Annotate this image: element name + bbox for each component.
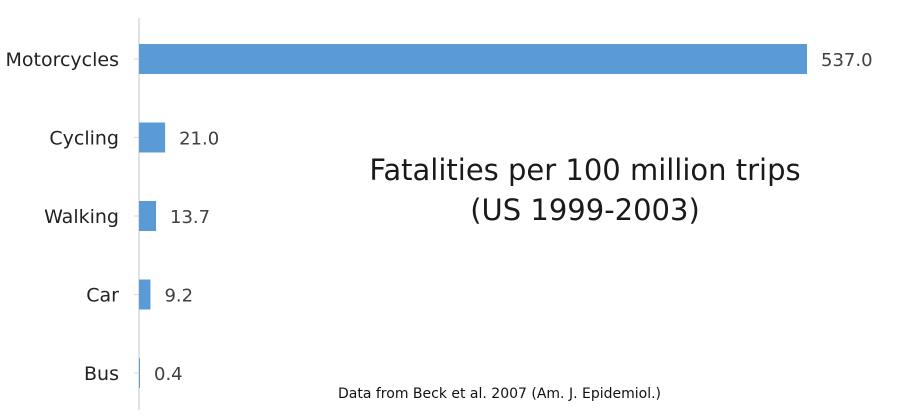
category-label-motorcycles: Motorcycles xyxy=(6,49,120,71)
value-label-walking: 13.7 xyxy=(170,207,210,228)
bar-bus xyxy=(139,358,140,388)
category-label-cycling: Cycling xyxy=(49,128,119,150)
value-label-bus: 0.4 xyxy=(154,364,183,385)
value-label-cycling: 21.0 xyxy=(179,129,219,150)
bar-car xyxy=(139,279,151,310)
category-label-bus: Bus xyxy=(84,363,119,385)
value-label-motorcycles: 537.0 xyxy=(821,50,873,71)
category-label-walking: Walking xyxy=(44,206,119,228)
chart-title: Fatalities per 100 million trips (US 199… xyxy=(355,150,815,230)
category-label-car: Car xyxy=(86,285,119,307)
bar-cycling xyxy=(139,122,166,153)
source-note: Data from Beck et al. 2007 (Am. J. Epide… xyxy=(338,386,662,402)
value-label-car: 9.2 xyxy=(164,286,193,307)
chart-title-line-1: Fatalities per 100 million trips xyxy=(369,153,801,187)
bar-walking xyxy=(139,201,157,231)
bar-motorcycles xyxy=(139,44,807,74)
chart-title-line-2: (US 1999-2003) xyxy=(470,193,700,227)
